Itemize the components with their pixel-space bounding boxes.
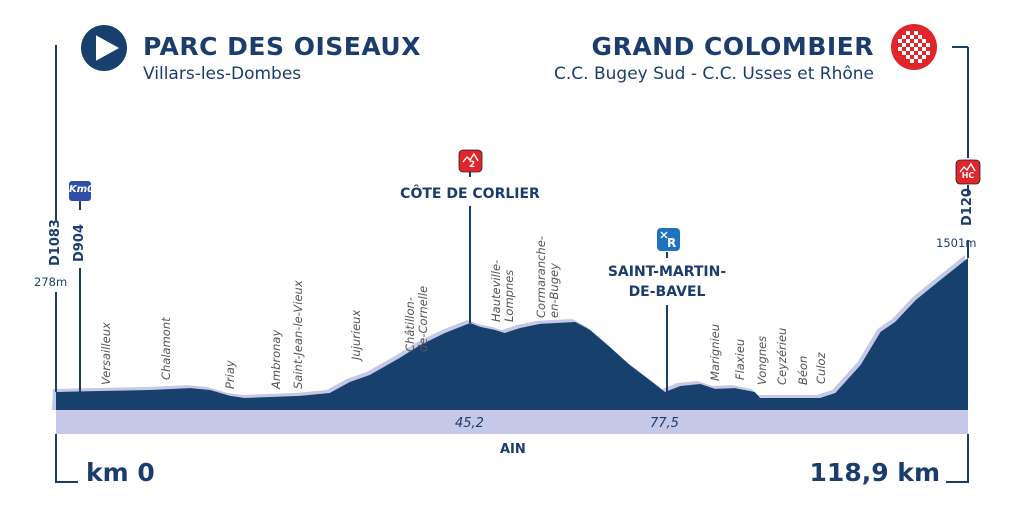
- finish-altitude: 1501m: [936, 236, 977, 250]
- town-name: Ambronay: [269, 329, 283, 389]
- start-title: PARC DES OISEAUX: [143, 32, 422, 61]
- km0-badge: Km0: [69, 184, 95, 195]
- elevation-profile: [56, 258, 968, 410]
- start-km: km 0: [86, 458, 155, 487]
- town-label: Cormaranche-en-Bugey: [534, 236, 561, 318]
- feed-zone-name-line1: SAINT-MARTIN-: [607, 264, 727, 280]
- town-name: Chalamont: [159, 317, 173, 380]
- finish-vertical-line: [952, 46, 969, 258]
- town-label: Priay: [223, 360, 237, 389]
- start-subtitle: Villars-les-Dombes: [143, 64, 302, 84]
- town-label: Jujurieux: [349, 309, 363, 360]
- finish-title: GRAND COLOMBIER: [591, 32, 874, 61]
- town-name: Ceyzérieu: [775, 327, 789, 385]
- town-name: Jujurieux: [349, 309, 363, 360]
- town-label: Béon: [796, 355, 810, 385]
- town-label: Saint-Jean-le-Vieux: [291, 280, 305, 389]
- town-label: Ambronay: [269, 329, 283, 389]
- town-name: Marignieu: [708, 323, 722, 381]
- town-label: Flaxieu: [733, 338, 747, 380]
- feed-zone-icon: [657, 228, 680, 251]
- feed-zone-name: SAINT-MARTIN- DE-BAVEL: [567, 262, 767, 302]
- town-name: Culoz: [814, 352, 828, 384]
- climb-category: 2: [468, 160, 476, 170]
- start-bracket: [55, 434, 78, 483]
- feed-km: 77,5: [650, 416, 679, 431]
- finish-subtitle: C.C. Bugey Sud - C.C. Usses et Rhône: [554, 64, 874, 84]
- town-name: en-Bugey: [547, 263, 561, 318]
- start-altitude: 278m: [34, 275, 68, 289]
- town-name: Flaxieu: [733, 338, 747, 380]
- town-name: Lompnes: [502, 269, 516, 322]
- climb-km: 45,2: [455, 416, 484, 431]
- town-name: de-Cornelle: [416, 285, 430, 352]
- hc-badge: HC: [961, 171, 975, 180]
- town-name: Saint-Jean-le-Vieux: [291, 280, 305, 389]
- feed-zone-name-line2: DE-BAVEL: [628, 284, 706, 300]
- play-icon: [81, 25, 127, 71]
- town-label: Châtillon-de-Cornelle: [403, 285, 430, 352]
- feed-badge: R: [667, 236, 677, 250]
- climb-name: CÔTE DE CORLIER: [400, 186, 540, 202]
- km0-badge-icon: [69, 181, 91, 201]
- town-label: Vongnes: [755, 335, 769, 385]
- finish-km: 118,9 km: [809, 458, 940, 487]
- department-band: [56, 410, 968, 434]
- town-label: Marignieu: [708, 323, 722, 381]
- department-label: AIN: [500, 442, 526, 457]
- finish-road: D120: [960, 188, 975, 226]
- town-label: Versailleux: [99, 322, 113, 385]
- town-label: Ceyzérieu: [775, 327, 789, 385]
- start-road: D1083: [48, 219, 63, 266]
- km0-road: D904: [72, 224, 87, 262]
- town-label: Culoz: [814, 352, 828, 384]
- town-label: Chalamont: [159, 317, 173, 380]
- town-name: Priay: [223, 360, 237, 389]
- town-name: Versailleux: [99, 322, 113, 385]
- checkered-flag-icon: [891, 24, 937, 70]
- mountain-cat2-icon: [458, 149, 483, 173]
- town-name: Béon: [796, 355, 810, 385]
- mountain-hc-icon: [955, 159, 981, 185]
- town-label: Hauteville- Lompnes: [489, 260, 516, 322]
- finish-bracket: [946, 434, 969, 483]
- town-name: Vongnes: [755, 335, 769, 385]
